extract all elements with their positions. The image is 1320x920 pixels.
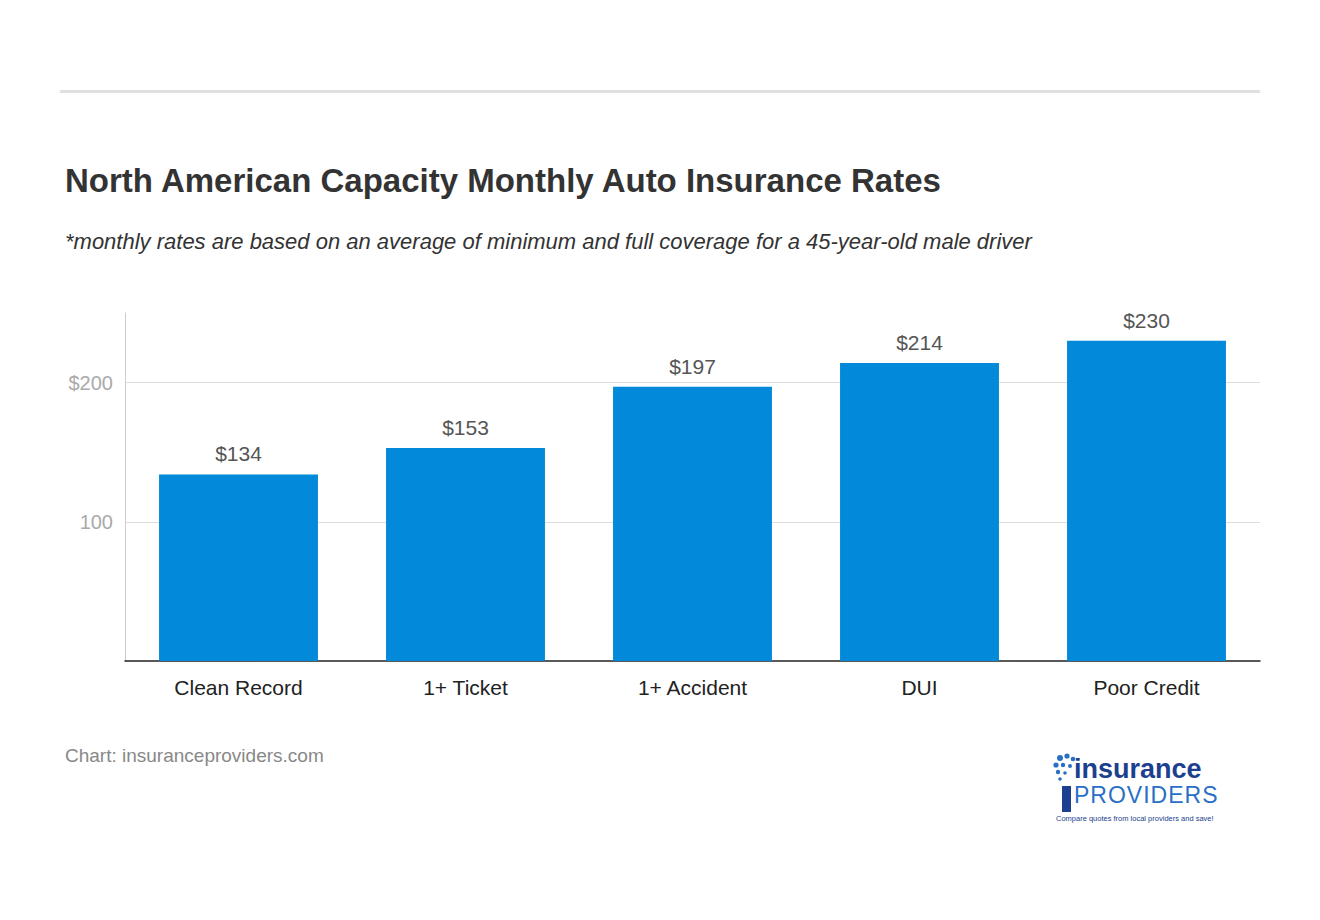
svg-text:$200: $200 [69,372,114,394]
svg-text:$134: $134 [215,442,262,465]
svg-text:North American Capacity Monthl: North American Capacity Monthly Auto Ins… [65,162,941,199]
svg-text:1+ Accident: 1+ Accident [638,676,747,699]
svg-text:$230: $230 [1123,309,1170,332]
html-text:PROVIDERS: PROVIDERS [1074,782,1219,808]
svg-text:Chart: insuranceproviders.com: Chart: insuranceproviders.com [65,745,324,766]
svg-text:$214: $214 [896,331,943,354]
svg-text:$153: $153 [442,416,489,439]
svg-text:Poor Credit: Poor Credit [1093,676,1199,699]
svg-text:Clean Record: Clean Record [174,676,302,699]
svg-text:DUI: DUI [901,676,937,699]
svg-text:100: 100 [80,511,113,533]
svg-text:1+ Ticket: 1+ Ticket [423,676,508,699]
html-text:insurance: insurance [1074,754,1202,784]
svg-text:*monthly rates are based on an: *monthly rates are based on an average o… [65,229,1034,254]
svg-text:$197: $197 [669,355,716,378]
html-text:Compare quotes from local prov: Compare quotes from local providers and … [1056,814,1214,823]
